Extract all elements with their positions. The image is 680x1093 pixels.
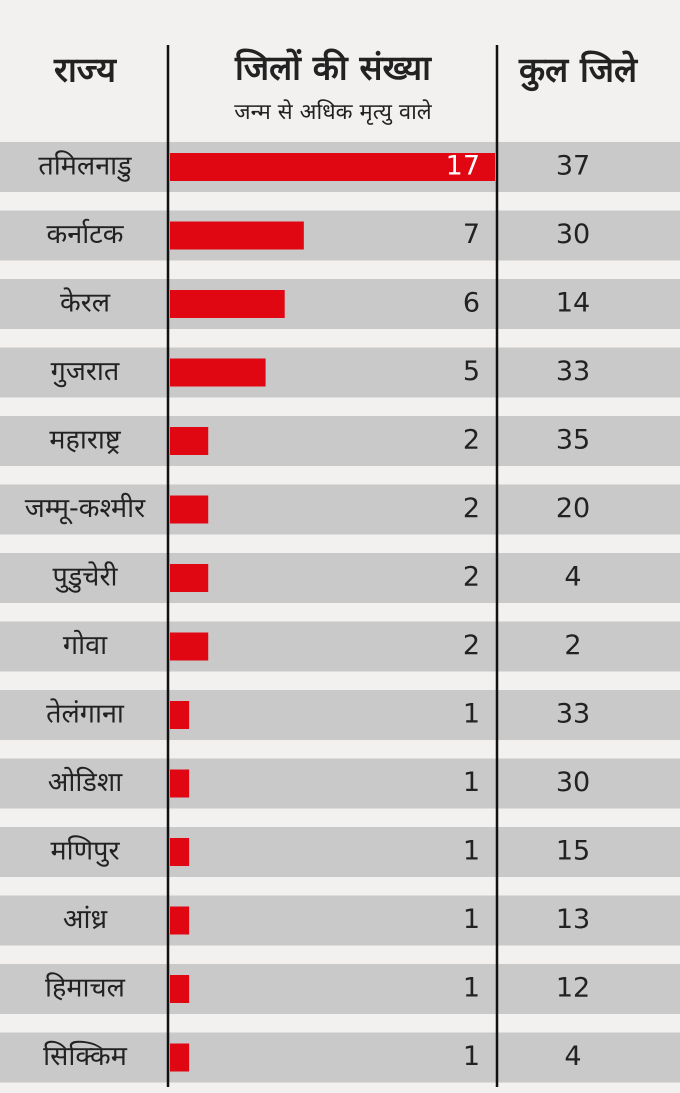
- value-label: 1: [463, 1041, 480, 1072]
- value-label: 1: [463, 836, 480, 867]
- total-label: 33: [556, 699, 590, 730]
- category-label: तेलंगाना: [46, 698, 125, 730]
- total-label: 37: [556, 151, 590, 182]
- category-label: आंध्र: [63, 904, 108, 935]
- category-label: हिमाचल: [45, 972, 126, 1004]
- row-band: [0, 553, 680, 603]
- row-band: [0, 416, 680, 466]
- category-label: ओडिशा: [48, 766, 123, 798]
- row-band: [0, 484, 680, 535]
- bar: [170, 769, 190, 798]
- value-label: 1: [463, 973, 480, 1004]
- value-label: 1: [463, 904, 480, 935]
- bar: [170, 290, 285, 318]
- row-band: [0, 827, 680, 877]
- value-subtitle: जन्म से अधिक मृत्यु वाले: [234, 99, 432, 125]
- value-label: 1: [463, 767, 480, 798]
- row-band: [0, 1032, 680, 1083]
- total-label: 4: [564, 562, 581, 593]
- total-label: 20: [556, 493, 590, 524]
- bar: [170, 358, 266, 387]
- row-band: [0, 964, 680, 1014]
- total-label: 15: [556, 836, 590, 867]
- bar: [170, 906, 190, 935]
- row-band: [0, 690, 680, 740]
- value-label: 5: [463, 356, 480, 387]
- category-label: कर्नाटक: [46, 218, 124, 250]
- row-band: [0, 347, 680, 398]
- category-label: गुजरात: [51, 356, 120, 388]
- row-band: [0, 758, 680, 809]
- row-band: [0, 210, 680, 261]
- category-label: मणिपुर: [50, 835, 120, 868]
- category-header: राज्य: [53, 51, 117, 91]
- value-label: 2: [463, 630, 480, 661]
- value-label: 17: [446, 151, 480, 182]
- value-label: 6: [463, 288, 480, 319]
- rows: [0, 142, 680, 1083]
- category-label: गोवा: [63, 629, 108, 661]
- total-label: 2: [564, 630, 581, 661]
- row-band: [0, 895, 680, 946]
- value-header: जिलों की संख्या: [234, 48, 432, 89]
- bar: [170, 975, 190, 1003]
- value-label: 2: [463, 562, 480, 593]
- total-label: 13: [556, 904, 590, 935]
- bar: [170, 632, 209, 661]
- category-label: महाराष्ट्र: [49, 425, 122, 456]
- total-label: 30: [556, 767, 590, 798]
- value-label: 2: [463, 425, 480, 456]
- category-label: सिक्किम: [43, 1040, 128, 1072]
- bar: [170, 838, 190, 866]
- value-label: 7: [463, 219, 480, 250]
- bar: [170, 495, 209, 524]
- bar: [170, 427, 209, 455]
- category-label: पुडुचेरी: [53, 561, 119, 594]
- bar: [170, 564, 209, 592]
- total-label: 30: [556, 219, 590, 250]
- bar: [170, 221, 304, 250]
- row-band: [0, 279, 680, 329]
- total-label: 12: [556, 973, 590, 1004]
- total-header: कुल जिले: [518, 50, 639, 92]
- value-label: 2: [463, 493, 480, 524]
- category-label: जम्मू-कश्मीर: [25, 492, 146, 525]
- category-label: तमिलनाडु: [38, 150, 132, 183]
- row-band: [0, 621, 680, 672]
- bar: [170, 153, 495, 181]
- total-label: 33: [556, 356, 590, 387]
- total-label: 14: [556, 288, 590, 319]
- bar: [170, 701, 190, 729]
- bar: [170, 1043, 190, 1072]
- total-label: 35: [556, 425, 590, 456]
- category-label: केरल: [60, 287, 111, 319]
- value-label: 1: [463, 699, 480, 730]
- total-label: 4: [564, 1041, 581, 1072]
